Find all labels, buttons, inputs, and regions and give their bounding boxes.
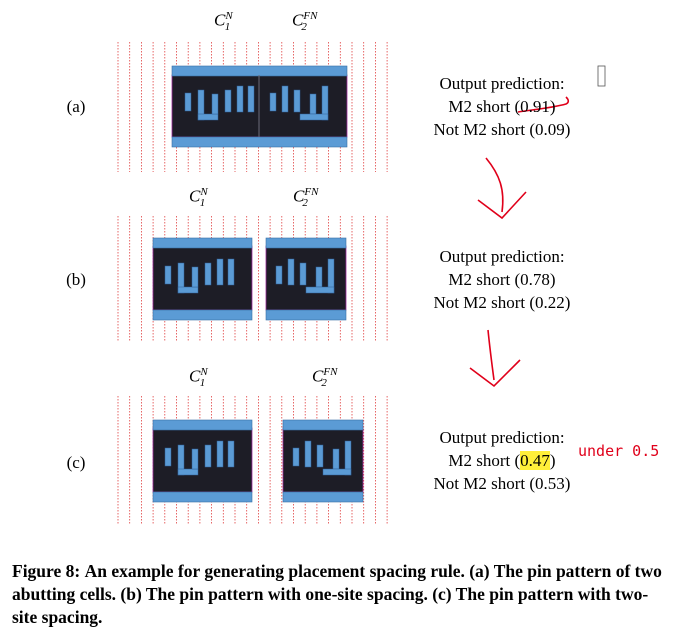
figure-caption: Figure 8: An example for generating plac…	[12, 560, 662, 629]
pin-shape	[164, 265, 172, 285]
pin-shape	[305, 286, 335, 294]
cell-name-c2-c: CFN2	[312, 366, 338, 390]
not-m2-short-line: Not M2 short (0.53)	[433, 474, 571, 493]
pin-shape	[184, 92, 192, 112]
pin-shape	[197, 113, 219, 121]
pin-shape	[177, 286, 199, 294]
pin-shape	[191, 448, 199, 470]
prediction-title: Output prediction:	[439, 428, 565, 447]
pin-shape	[322, 468, 352, 476]
m2-short-line: M2 short (0.78)	[448, 270, 556, 289]
caption-text: An example for generating placement spac…	[12, 561, 662, 627]
prediction-c: Output prediction: M2 short (0.47) Not M…	[402, 426, 602, 495]
cell-name-c1-a: CN1	[214, 10, 233, 34]
power-rail-vss	[152, 309, 253, 321]
pin-shape	[227, 258, 235, 286]
pin-shape	[304, 440, 312, 468]
arrow-down-2-head	[469, 359, 521, 388]
prediction-a: Output prediction: M2 short (0.91) Not M…	[402, 72, 602, 141]
pin-shape	[164, 447, 172, 467]
power-rail-vss	[265, 309, 347, 321]
pin-shape	[236, 85, 244, 113]
pin-shape	[177, 468, 199, 476]
prediction-title: Output prediction:	[439, 247, 565, 266]
pin-shape	[224, 89, 232, 113]
power-rail-vdd	[152, 237, 253, 249]
panel-label-b: (b)	[66, 270, 86, 289]
power-rail-vss	[282, 491, 364, 503]
panel-label-a: (a)	[66, 97, 86, 116]
arrow-down-1-shaft	[485, 157, 504, 213]
pin-shape	[211, 93, 219, 115]
pin-shape	[191, 266, 199, 288]
pin-shape	[204, 262, 212, 286]
pin-shape	[292, 447, 300, 467]
pin-shape	[204, 444, 212, 468]
cell-name-c1-b: CN1	[189, 186, 208, 210]
not-m2-short-line: Not M2 short (0.09)	[433, 120, 571, 139]
power-rail-vdd	[265, 237, 347, 249]
pin-shape	[216, 440, 224, 468]
arrow-down-2-shaft	[487, 329, 495, 381]
m2-short-line: M2 short (0.91)	[448, 97, 556, 116]
prediction-title: Output prediction:	[439, 74, 565, 93]
pin-shape	[287, 258, 295, 286]
pin-shape	[293, 89, 301, 113]
power-rail-vdd	[152, 419, 253, 431]
pin-shape	[216, 258, 224, 286]
pin-shape	[275, 265, 283, 285]
caption-label: Figure 8:	[12, 561, 81, 581]
pin-shape	[316, 444, 324, 468]
cell-name-c2-a: CFN2	[292, 10, 318, 34]
power-rail-vdd	[171, 65, 348, 77]
not-m2-short-line: Not M2 short (0.22)	[433, 293, 571, 312]
annotation-under-threshold: under 0.5	[578, 442, 660, 460]
cell-name-c1-c: CN1	[189, 366, 208, 390]
pin-shape	[247, 85, 255, 113]
m2-short-line: M2 short (0.47)	[448, 451, 556, 470]
arrow-down-1-head	[477, 191, 527, 220]
pin-shape	[309, 93, 317, 115]
text-cursor-mark	[597, 65, 606, 87]
pin-shape	[299, 113, 329, 121]
m2-value: 0.91	[520, 97, 550, 116]
m2-value: 0.78	[520, 270, 550, 289]
m2-value-highlighted: 0.47	[520, 451, 550, 470]
panel-label-c: (c)	[66, 453, 86, 472]
pin-shape	[227, 440, 235, 468]
pin-shape	[315, 266, 323, 288]
power-rail-vdd	[282, 419, 364, 431]
pin-shape	[269, 92, 277, 112]
prediction-b: Output prediction: M2 short (0.78) Not M…	[402, 245, 602, 314]
underline-mark	[517, 96, 570, 113]
pin-shape	[299, 262, 307, 286]
power-rail-vss	[152, 491, 253, 503]
pin-shape	[281, 85, 289, 113]
pin-shape	[332, 448, 340, 470]
cell-name-c2-b: CFN2	[293, 186, 319, 210]
power-rail-vss	[171, 136, 348, 148]
